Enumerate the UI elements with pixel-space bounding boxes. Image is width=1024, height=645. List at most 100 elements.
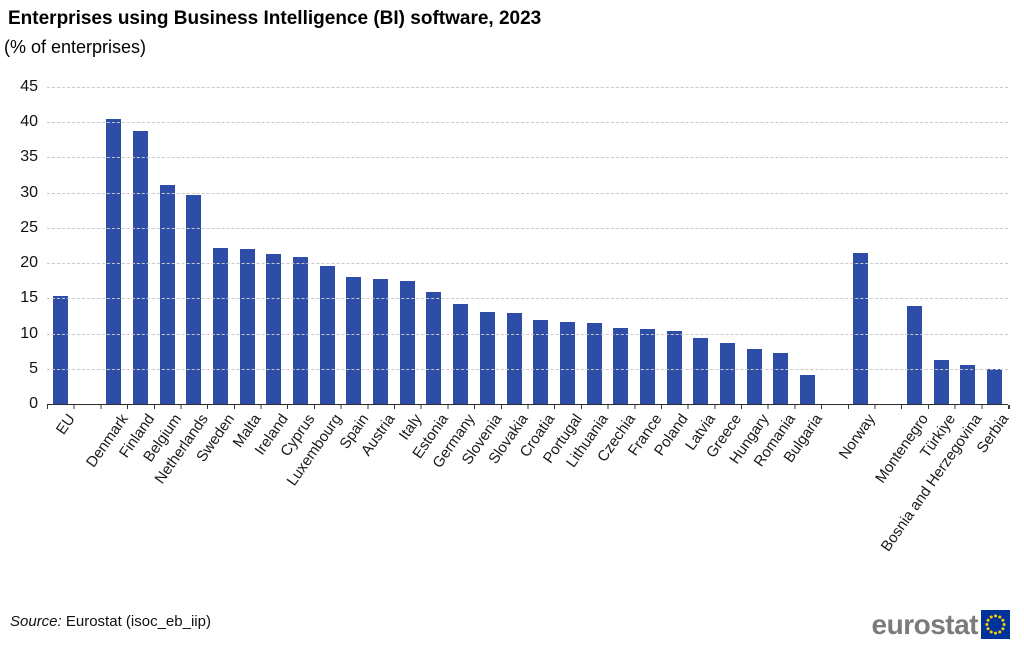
spacer-slot [74, 87, 101, 404]
bar [52, 296, 68, 404]
bar [773, 353, 789, 404]
bar-slot: Malta [230, 87, 265, 451]
eu-flag-icon [981, 610, 1010, 639]
bar-slot: Estonia [409, 87, 452, 462]
bar [800, 375, 816, 404]
y-tick-label: 30 [20, 183, 38, 201]
bar [666, 330, 682, 404]
bar-slot: Türkiye [917, 87, 959, 461]
gridline [47, 263, 1008, 265]
bar [613, 327, 629, 404]
bar-slot: Czechia [594, 87, 639, 465]
bar-slot: Luxembourg [283, 87, 345, 489]
bar-slot: Ireland [252, 87, 292, 458]
plot-area: EU Denmark Finland Belgium Netherlands Sweden… [47, 87, 1012, 555]
bar [479, 312, 495, 404]
bar [346, 277, 362, 404]
gridline [47, 157, 1008, 159]
bar [746, 349, 762, 404]
bar-slot: Portugal [539, 87, 585, 467]
bar [559, 321, 575, 404]
y-tick-label: 35 [20, 148, 38, 166]
bar-slot: Lithuania [563, 87, 612, 471]
gridline [47, 87, 1008, 88]
bar [212, 247, 228, 404]
gridline [47, 333, 1008, 335]
bar-slot: Latvia [682, 87, 719, 454]
bar [960, 364, 976, 404]
bar-slot: Hungary [726, 87, 772, 467]
gridline [47, 368, 1008, 370]
eurostat-logo: eurostat [872, 610, 1010, 639]
bar-slot: Norway [836, 87, 879, 462]
bar [106, 119, 122, 404]
bar [586, 323, 602, 404]
bar-slot: Bosnia and Herzegovina [878, 87, 986, 555]
bar [399, 280, 415, 404]
source-text: Eurostat (isoc_eb_iip) [61, 613, 211, 630]
bar [239, 249, 255, 404]
bar-slot: EU [47, 87, 78, 438]
gridline [47, 122, 1008, 124]
eurostat-logo-text: eurostat [871, 608, 979, 640]
bar-slot: Greece [703, 87, 745, 461]
y-tick-label: 5 [29, 359, 38, 377]
bar-slot: Slovakia [486, 87, 532, 467]
bar-slot: Belgium [140, 87, 185, 465]
bar [853, 253, 869, 404]
eu-flag-stars [985, 614, 1006, 635]
bar-slot: Netherlands [151, 87, 212, 487]
y-axis: 0 5 10 15 20 25 30 35 40 45 [0, 78, 38, 412]
y-tick-label: 0 [29, 395, 38, 412]
gridline [47, 227, 1008, 229]
bar-slot: Romania [750, 87, 799, 470]
bar-slot: Cyprus [277, 87, 318, 460]
source-label: Source: [10, 613, 62, 630]
bar [453, 303, 469, 404]
bar [720, 342, 736, 404]
bar [906, 306, 922, 404]
bar [319, 265, 335, 404]
bar [533, 320, 549, 404]
bar-slot: Spain [336, 87, 372, 452]
source-note: Source: Eurostat (isoc_eb_iip) [10, 613, 211, 630]
bar [986, 368, 1002, 404]
x-tick-label: EU [52, 411, 79, 438]
chart-subtitle: (% of enterprises) [4, 37, 147, 57]
bar-slot: Italy [394, 87, 425, 443]
bar-slot: Germany [429, 87, 479, 471]
bar [132, 130, 148, 404]
bar [373, 278, 389, 404]
x-tick-label: Norway [835, 411, 879, 463]
bar [639, 329, 655, 404]
gridline [47, 298, 1008, 300]
y-tick-label: 20 [20, 254, 38, 272]
gridline [47, 192, 1008, 194]
y-tick-label: 10 [20, 324, 38, 342]
y-tick-label: 25 [20, 218, 38, 236]
bar [506, 313, 522, 404]
bar [693, 337, 709, 404]
chart-title: Enterprises using Business Intelligence … [8, 8, 542, 29]
spacer-slot [874, 87, 901, 404]
bar-slot: Austria [358, 87, 399, 459]
bar-slot: France [625, 87, 665, 459]
y-tick-label: 15 [20, 289, 38, 307]
bar-slot: Finland [116, 87, 158, 461]
bar [186, 194, 202, 404]
bar-slots: EU Denmark Finland Belgium Netherlands Sweden… [47, 87, 1012, 555]
spacer-slot [821, 87, 848, 404]
bar-slot: Croatia [517, 87, 559, 460]
bar [159, 184, 175, 404]
bar-slot: Sweden [193, 87, 238, 465]
bar-slot: Denmark [83, 87, 132, 471]
bar [266, 253, 282, 404]
bar [426, 292, 442, 404]
bar [933, 359, 949, 404]
bar [293, 257, 309, 404]
bar-slot: Bulgaria [780, 87, 826, 466]
bar-slot: Slovenia [458, 87, 505, 468]
x-axis-ticks [47, 405, 1010, 409]
bar-slot: Poland [651, 87, 692, 459]
